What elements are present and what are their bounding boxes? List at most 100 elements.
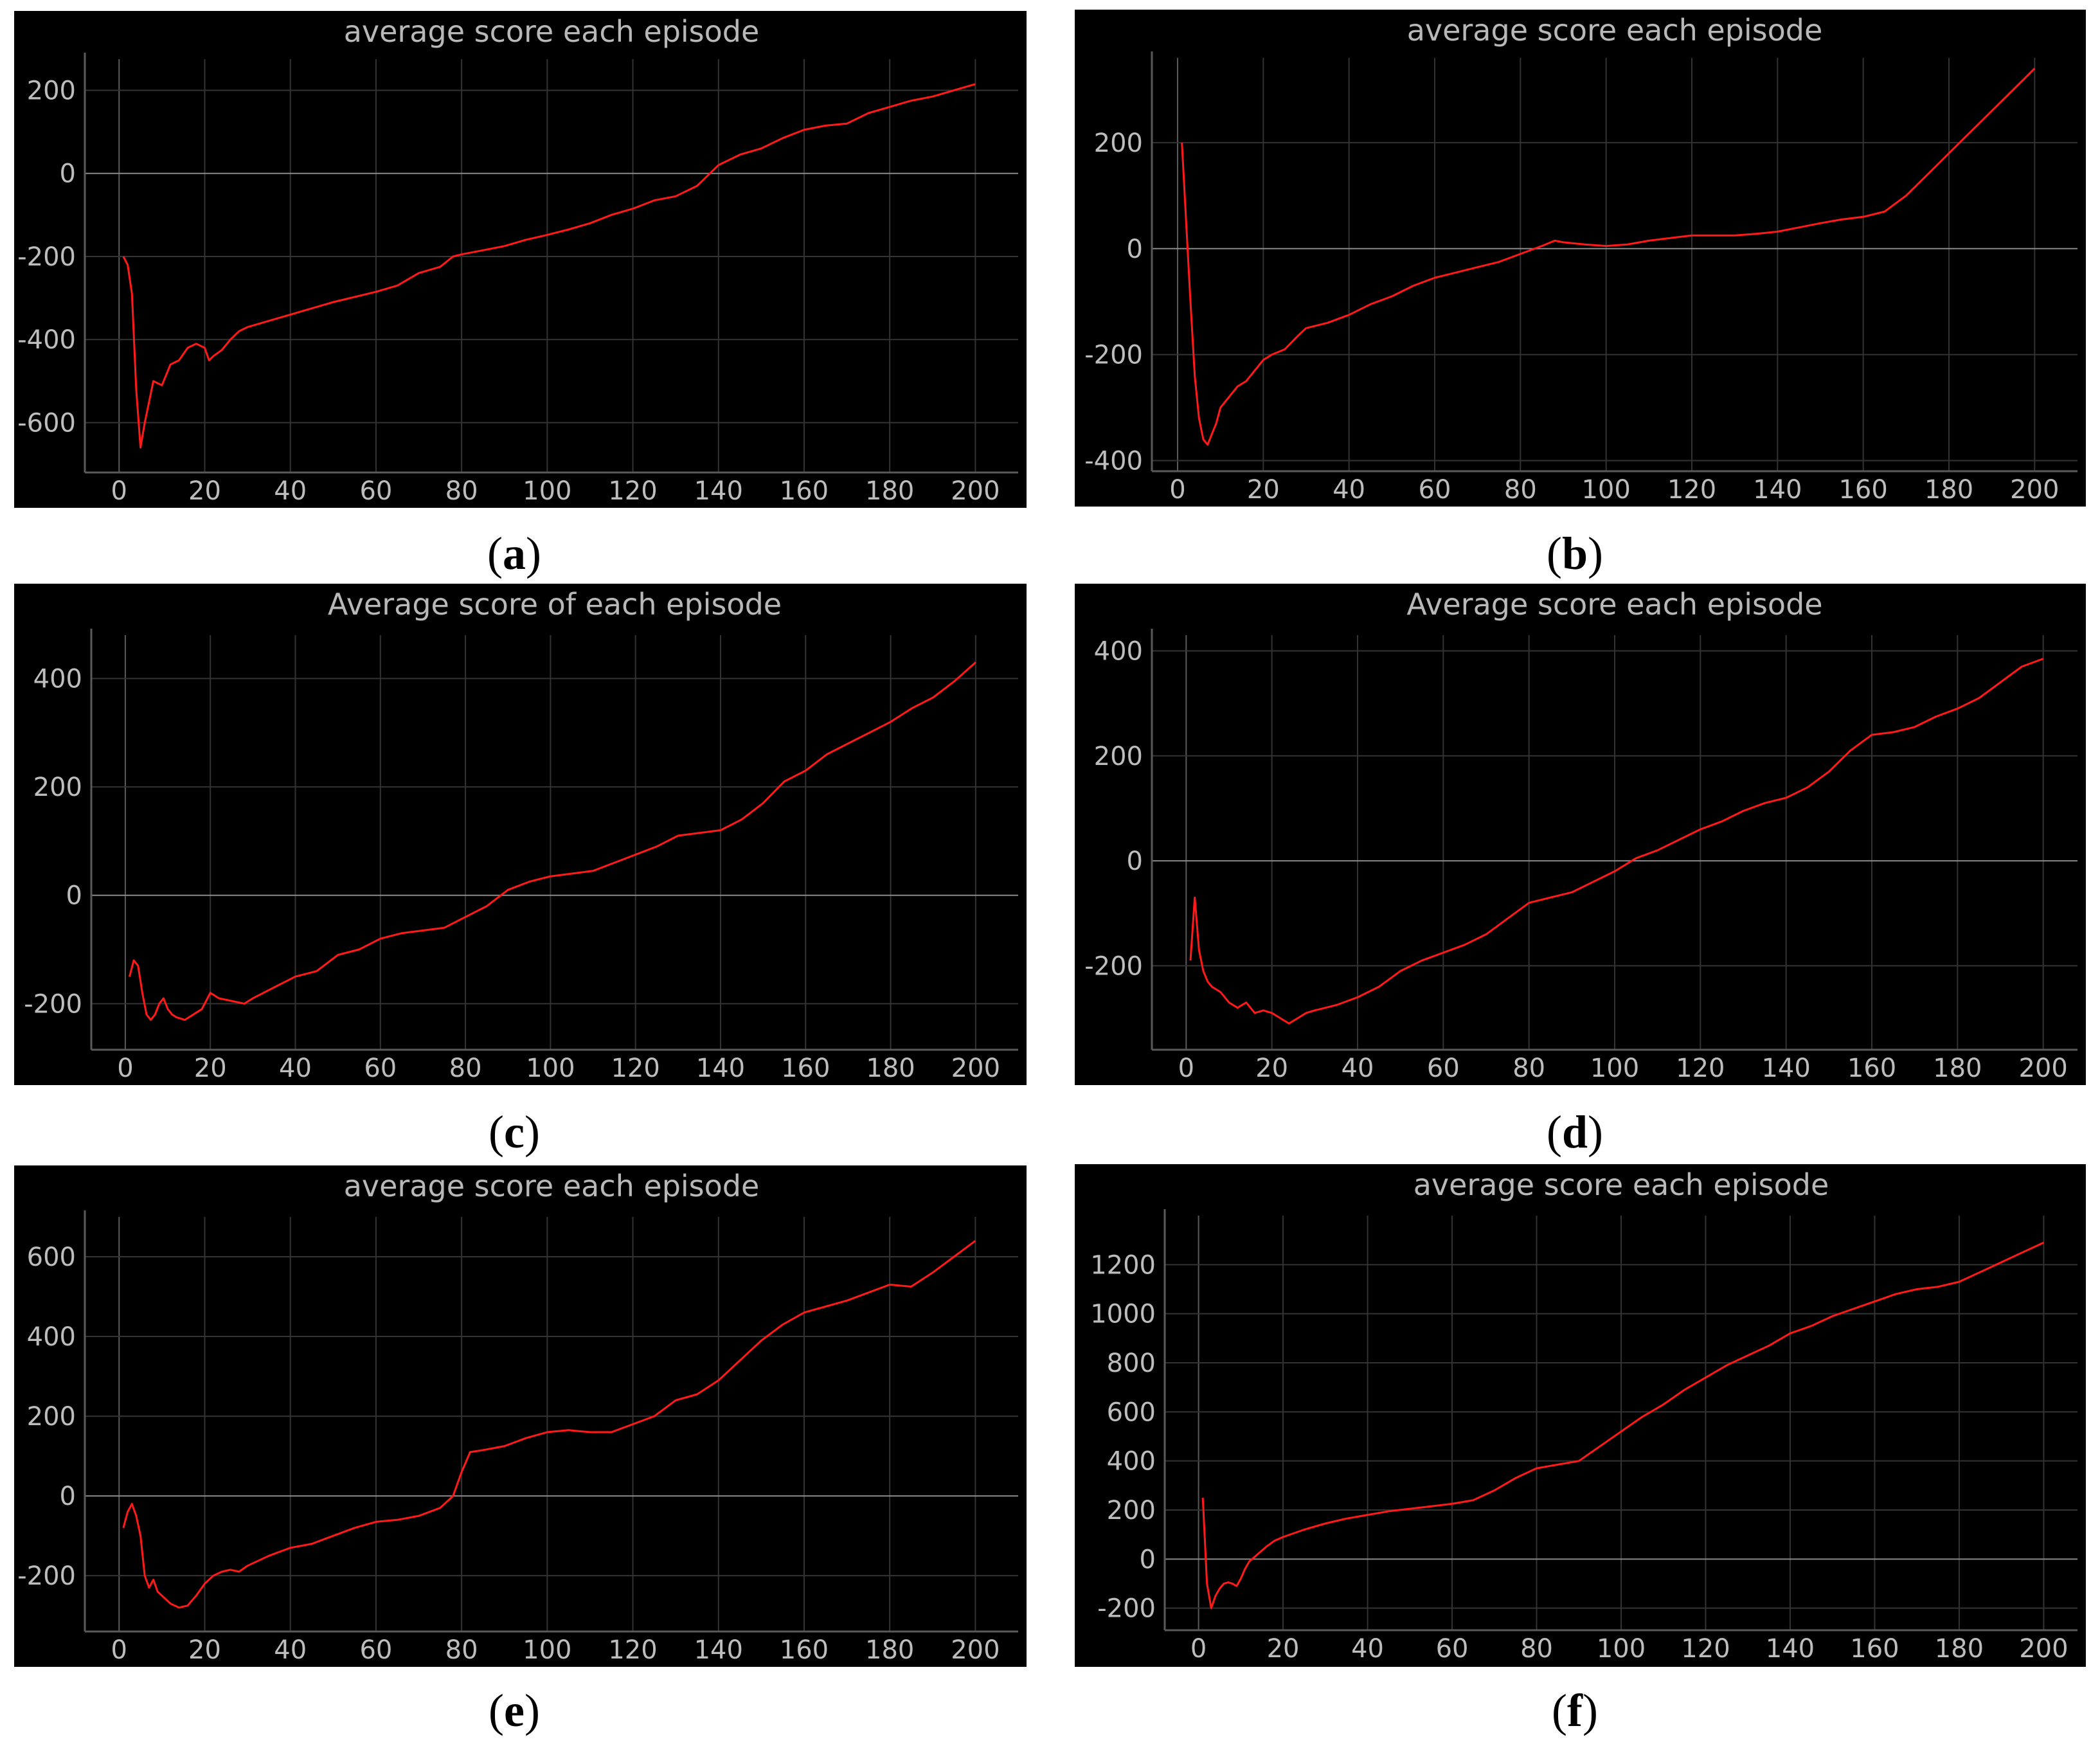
- y-tick-label: 1200: [1090, 1250, 1156, 1280]
- x-tick-label: 60: [1427, 1054, 1460, 1083]
- x-tick-label: 0: [1169, 475, 1185, 505]
- x-tick-label: 60: [364, 1054, 397, 1083]
- x-tick-label: 40: [1333, 475, 1365, 505]
- y-tick-label: 0: [1127, 235, 1143, 264]
- chart-title: average score each episode: [344, 14, 760, 49]
- y-tick-label: -400: [17, 325, 76, 355]
- y-tick-label: 0: [60, 1482, 76, 1511]
- chart-svg: average score each episode 0 20 40 60 80 100 12…: [17, 1169, 1018, 1665]
- chart-panel-e: average score each episode 0 20 40 60 80 100 12…: [14, 1165, 1027, 1667]
- x-tick-label: 120: [1681, 1634, 1730, 1664]
- caption-e: (e): [489, 1685, 540, 1736]
- caption-d: (d): [1546, 1106, 1603, 1158]
- y-tick-label: 200: [27, 76, 76, 105]
- x-tick-label: 120: [608, 1635, 657, 1665]
- x-tick-label: 20: [194, 1054, 227, 1083]
- x-tick-label: 200: [2019, 1634, 2068, 1664]
- x-tick-label: 160: [1850, 1634, 1899, 1664]
- y-tick-label: 400: [1107, 1447, 1156, 1477]
- x-tick-label: 120: [611, 1054, 660, 1083]
- caption-a: (a): [487, 528, 541, 579]
- x-tick-label: 180: [1933, 1054, 1982, 1083]
- y-tick-label: 200: [1094, 742, 1143, 771]
- chart-title: Average score of each episode: [328, 587, 782, 622]
- x-tick-label: 200: [951, 1635, 1000, 1665]
- x-tick-label: 40: [274, 1635, 307, 1665]
- x-tick-label: 120: [608, 476, 657, 506]
- y-tick-label: -400: [1084, 447, 1143, 476]
- y-tick-label: 800: [1107, 1349, 1156, 1378]
- x-tick-label: 80: [445, 1635, 478, 1665]
- x-tick-label: 140: [694, 476, 743, 506]
- x-tick-label: 160: [780, 476, 829, 506]
- x-tick-label: 80: [1504, 475, 1537, 505]
- x-tick-label: 60: [1419, 475, 1451, 505]
- chart-title: average score each episode: [1413, 1167, 1829, 1202]
- chart-svg: Average score each episode 0 20 40 60 80 100 12…: [1084, 587, 2078, 1083]
- y-tick-label: 200: [27, 1402, 76, 1432]
- y-tick-label: -200: [1097, 1594, 1156, 1624]
- x-tick-label: 100: [1590, 1054, 1639, 1083]
- x-tick-label: 180: [1925, 475, 1973, 505]
- y-tick-label: 400: [27, 1322, 76, 1352]
- y-tick-label: -200: [24, 989, 82, 1019]
- x-tick-label: 200: [2010, 475, 2059, 505]
- x-tick-label: 20: [1247, 475, 1280, 505]
- x-tick-label: 140: [1766, 1634, 1815, 1664]
- x-tick-label: 180: [865, 476, 914, 506]
- series-line: [122, 1239, 976, 1609]
- x-tick-label: 20: [188, 1635, 221, 1665]
- y-tick-label: 400: [33, 664, 82, 694]
- caption-c: (c): [489, 1106, 540, 1158]
- y-tick-label: 1000: [1090, 1300, 1156, 1329]
- chart-svg: Average score of each episode 0 20 40 60 80 10…: [24, 587, 1018, 1083]
- chart-panel-b: average score each episode 0 20 40 60 80 100 12…: [1075, 10, 2086, 507]
- x-tick-label: 80: [445, 476, 478, 506]
- x-tick-label: 200: [951, 476, 1000, 506]
- x-tick-label: 100: [1597, 1634, 1646, 1664]
- x-tick-label: 200: [2018, 1054, 2067, 1083]
- series-line: [1181, 67, 2036, 446]
- y-tick-label: 0: [1127, 847, 1143, 876]
- y-tick-label: -600: [17, 408, 76, 438]
- x-tick-label: 100: [1581, 475, 1630, 505]
- x-tick-label: 60: [1436, 1634, 1469, 1664]
- x-tick-label: 80: [1520, 1634, 1553, 1664]
- series-line: [129, 661, 976, 1021]
- x-tick-label: 20: [188, 476, 221, 506]
- chart-title: Average score each episode: [1406, 587, 1822, 622]
- caption-b: (b): [1546, 528, 1603, 579]
- series-line: [1189, 658, 2044, 1025]
- x-tick-label: 200: [951, 1054, 1000, 1083]
- x-tick-label: 20: [1255, 1054, 1288, 1083]
- y-tick-label: -200: [1084, 951, 1143, 981]
- y-tick-label: -200: [1084, 341, 1143, 370]
- x-tick-label: 140: [1761, 1054, 1810, 1083]
- y-tick-label: 400: [1094, 636, 1143, 666]
- x-tick-label: 120: [1667, 475, 1716, 505]
- y-tick-label: 200: [1107, 1496, 1156, 1525]
- x-tick-label: 60: [359, 476, 392, 506]
- chart-panel-d: Average score each episode 0 20 40 60 80 100 12…: [1075, 584, 2086, 1085]
- x-tick-label: 180: [865, 1635, 914, 1665]
- x-tick-label: 20: [1267, 1634, 1300, 1664]
- series-line: [122, 83, 976, 449]
- y-tick-label: 600: [1107, 1398, 1156, 1427]
- y-tick-label: 200: [1094, 129, 1143, 158]
- x-tick-label: 0: [117, 1054, 133, 1083]
- chart-svg: average score each episode 0 20 40 60 80 100 12…: [17, 14, 1018, 506]
- x-tick-label: 40: [279, 1054, 312, 1083]
- chart-svg: average score each episode 0 20 40 60 80 100 12…: [1084, 13, 2078, 505]
- chart-panel-f: average score each episode 0 20 40 60 80 100 12…: [1075, 1164, 2086, 1667]
- y-tick-label: -200: [17, 242, 76, 272]
- y-tick-label: 600: [27, 1243, 76, 1272]
- x-tick-label: 80: [449, 1054, 482, 1083]
- x-tick-label: 0: [1178, 1054, 1194, 1083]
- y-tick-label: 0: [66, 881, 82, 911]
- y-tick-label: 200: [33, 773, 82, 802]
- x-tick-label: 100: [523, 1635, 571, 1665]
- x-tick-label: 180: [1935, 1634, 1984, 1664]
- x-tick-label: 140: [696, 1054, 745, 1083]
- x-tick-label: 40: [1351, 1634, 1384, 1664]
- chart-panel-a: average score each episode 0 20 40 60 80 100 12…: [14, 11, 1027, 508]
